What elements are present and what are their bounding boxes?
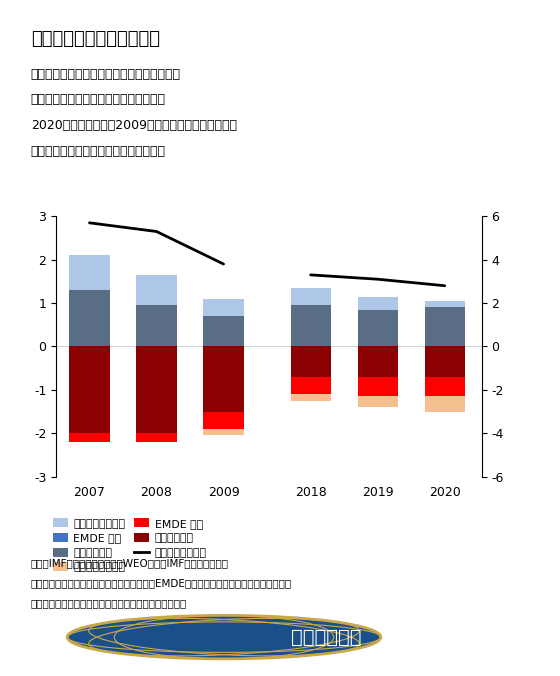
Text: 徐々に縮小してきていることがわかる。: 徐々に縮小してきていることがわかる。 xyxy=(31,93,166,106)
Bar xyxy=(291,306,331,347)
Text: 2020年については、2009年の世界金融危機時よりも: 2020年については、2009年の世界金融危機時よりも xyxy=(31,119,237,132)
Bar xyxy=(203,347,244,412)
Text: 国際通貨基金: 国際通貨基金 xyxy=(291,627,362,647)
Bar xyxy=(358,347,398,377)
Bar xyxy=(69,256,110,290)
Bar xyxy=(137,347,176,433)
Text: 世界の経常収支　過去と今: 世界の経常収支 過去と今 xyxy=(31,30,160,49)
Bar xyxy=(69,290,110,347)
Bar xyxy=(137,433,176,442)
Bar xyxy=(291,288,331,306)
Bar xyxy=(203,429,244,435)
Bar xyxy=(424,377,465,396)
Bar xyxy=(137,275,176,306)
Text: 出所：IMF「世界経済見通し（WEO）」、IMF職員による試算: 出所：IMF「世界経済見通し（WEO）」、IMF職員による試算 xyxy=(31,558,229,568)
Text: 「収支全体」は世界の黒字と赤字の合計の絶対値。: 「収支全体」は世界の黒字と赤字の合計の絶対値。 xyxy=(31,598,187,608)
Legend: 石油輸出国　黒字, EMDE 黒字, 先進国　黒字, 石油輸出国　赤字, EMDE 赤字, 先進国　赤字, 収支全体（右軸）: 石油輸出国 黒字, EMDE 黒字, 先進国 黒字, 石油輸出国 赤字, EMD… xyxy=(53,518,207,573)
Bar xyxy=(203,299,244,316)
Bar xyxy=(203,412,244,429)
Bar xyxy=(358,396,398,407)
Text: 小幅な調整が起こると見込まれている。: 小幅な調整が起こると見込まれている。 xyxy=(31,145,166,158)
Bar xyxy=(424,308,465,347)
Bar xyxy=(69,433,110,442)
Bar xyxy=(137,306,176,347)
Bar xyxy=(424,301,465,308)
Bar xyxy=(358,297,398,310)
Bar xyxy=(358,377,398,396)
Bar xyxy=(203,316,244,347)
Bar xyxy=(424,396,465,412)
Bar xyxy=(291,394,331,401)
Bar xyxy=(424,347,465,377)
Bar xyxy=(291,377,331,394)
Bar xyxy=(69,347,110,433)
Circle shape xyxy=(67,615,381,659)
Text: 注：この図上では新興市場国・発展途上国（EMDE）と先進国に石油輸出国を含まない。: 注：この図上では新興市場国・発展途上国（EMDE）と先進国に石油輸出国を含まない… xyxy=(31,578,292,588)
Bar xyxy=(291,347,331,377)
Text: 世界全体の経常収支を見ると、赤字と黒字が: 世界全体の経常収支を見ると、赤字と黒字が xyxy=(31,68,181,80)
Bar xyxy=(358,310,398,347)
